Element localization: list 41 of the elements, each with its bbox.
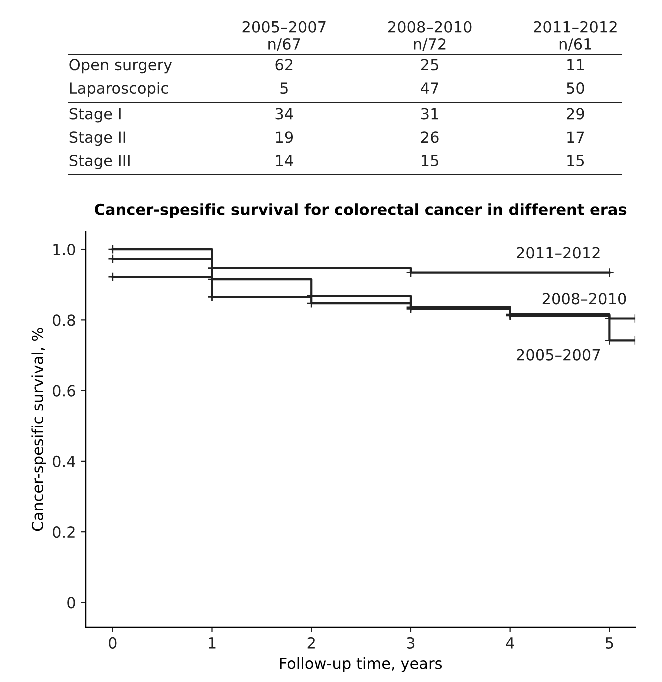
text: 25: [421, 59, 438, 71]
text: 2005–2007 n/67: [242, 21, 326, 52]
series-label: 2011–2012: [517, 247, 600, 259]
text: 34: [276, 108, 294, 120]
y-tick-label: 0.4: [53, 456, 76, 468]
text: Stage III: [70, 155, 130, 170]
text: 29: [567, 108, 584, 120]
text: 2008–2010 n/72: [388, 21, 472, 52]
x-tick-label: 5: [606, 638, 614, 649]
text: 5: [280, 82, 288, 94]
text: Laparoscopic: [70, 82, 168, 98]
y-tick-label: 0.8: [53, 314, 76, 326]
series-label: 2005–2007: [517, 349, 600, 361]
chart-title: Cancer-spesific survival for colorectal cancer in different eras: [95, 204, 627, 218]
x-tick-label: 3: [407, 637, 415, 649]
y-axis-title: Cancer-spesific survival, %: [32, 328, 46, 532]
y-tick-label: 0.2: [53, 526, 75, 538]
y-tick-label: 0: [68, 597, 76, 609]
text: 19: [276, 132, 294, 144]
y-tick-label: 0.6: [53, 385, 76, 397]
text: 62: [276, 59, 293, 71]
text: Stage II: [70, 132, 126, 146]
x-axis-title: Follow-up time, years: [280, 658, 442, 672]
text: 15: [422, 155, 438, 167]
text: 14: [276, 155, 294, 166]
text: 17: [568, 132, 584, 143]
x-tick-label: 2: [308, 637, 315, 649]
text: Stage I: [70, 108, 121, 123]
text: Open surgery: [70, 59, 172, 74]
text: 26: [421, 132, 439, 144]
text: 11: [568, 59, 584, 70]
series-label: 2008–2010: [542, 293, 626, 305]
text: 2011–2012 n/61: [534, 21, 617, 52]
text: 47: [421, 82, 438, 94]
x-tick-label: 0: [109, 637, 117, 649]
text: 15: [568, 155, 584, 167]
text: 50: [567, 82, 584, 94]
y-tick-label: 1.0: [54, 244, 76, 256]
x-tick-label: 4: [506, 638, 514, 649]
text: 31: [421, 108, 438, 120]
x-tick-label: 1: [209, 638, 216, 649]
